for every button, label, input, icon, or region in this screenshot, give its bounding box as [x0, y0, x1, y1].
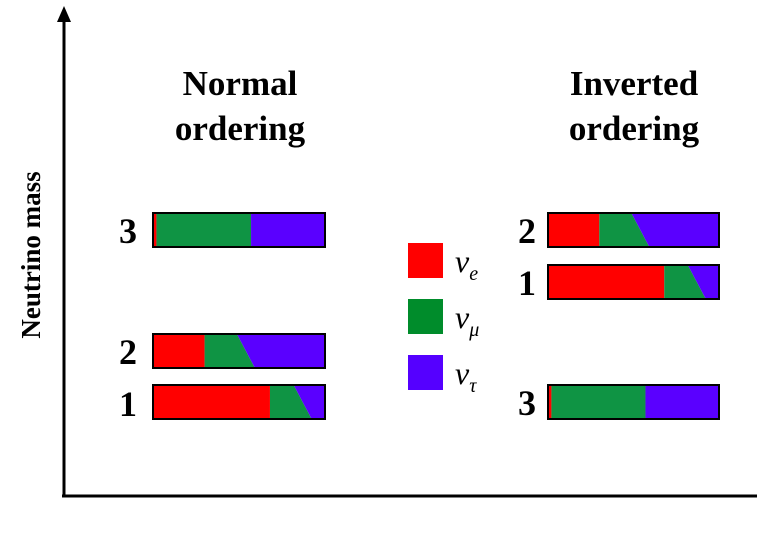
- segment-nu-mu: [551, 385, 646, 419]
- bar-outline: [547, 384, 720, 420]
- segment-nu-mu: [156, 213, 252, 247]
- legend-swatch-nu-mu: [408, 299, 443, 334]
- mass-state-bars: [152, 212, 720, 420]
- segment-nu-mu: [204, 334, 255, 368]
- y-axis-arrow-icon: [57, 6, 71, 22]
- inverted-bar-level-2: [547, 212, 720, 248]
- segment-nu-tau: [687, 265, 719, 299]
- legend-label-nu-mu: νμ: [455, 299, 479, 341]
- inverted-level-3-label: 3: [518, 383, 536, 423]
- segment-nu-mu: [269, 385, 312, 419]
- segment-nu-e: [548, 213, 600, 247]
- normal-level-1-label: 1: [119, 384, 137, 424]
- segment-nu-tau: [645, 385, 719, 419]
- segment-nu-tau: [251, 213, 325, 247]
- bar-outline: [152, 333, 326, 369]
- normal-bar-level-2: [152, 333, 326, 369]
- flavor-legend: νe νμ ντ: [408, 243, 479, 397]
- y-axis-label: Neutrino mass: [16, 171, 46, 338]
- legend-swatch-nu-e: [408, 243, 443, 278]
- inverted-level-2-label: 2: [518, 211, 536, 251]
- inverted-bar-level-3: [547, 384, 720, 420]
- segment-nu-e: [548, 265, 665, 299]
- legend-label-nu-tau: ντ: [455, 355, 477, 397]
- bar-outline: [152, 384, 326, 420]
- normal-level-3-label: 3: [119, 211, 137, 251]
- bar-outline: [547, 264, 720, 300]
- inverted-ordering-title-line1: Inverted: [570, 64, 699, 103]
- segment-nu-e: [153, 385, 270, 419]
- bar-outline: [152, 212, 326, 248]
- normal-ordering-title-line2: ordering: [175, 109, 306, 148]
- normal-level-2-label: 2: [119, 332, 137, 372]
- normal-bar-level-3: [152, 212, 326, 248]
- bar-outline: [547, 212, 720, 248]
- legend-label-nu-e: νe: [455, 243, 478, 285]
- segment-nu-e: [153, 334, 205, 368]
- segment-nu-mu: [664, 265, 706, 299]
- legend-swatch-nu-tau: [408, 355, 443, 390]
- normal-bar-level-1: [152, 384, 326, 420]
- segment-nu-tau: [236, 334, 325, 368]
- inverted-level-1-label: 1: [518, 263, 536, 303]
- inverted-ordering-title-line2: ordering: [569, 109, 700, 148]
- segment-nu-tau: [293, 385, 325, 419]
- inverted-bar-level-1: [547, 264, 720, 300]
- normal-ordering-title-line1: Normal: [183, 64, 298, 103]
- segment-nu-tau: [631, 213, 719, 247]
- segment-nu-mu: [599, 213, 650, 247]
